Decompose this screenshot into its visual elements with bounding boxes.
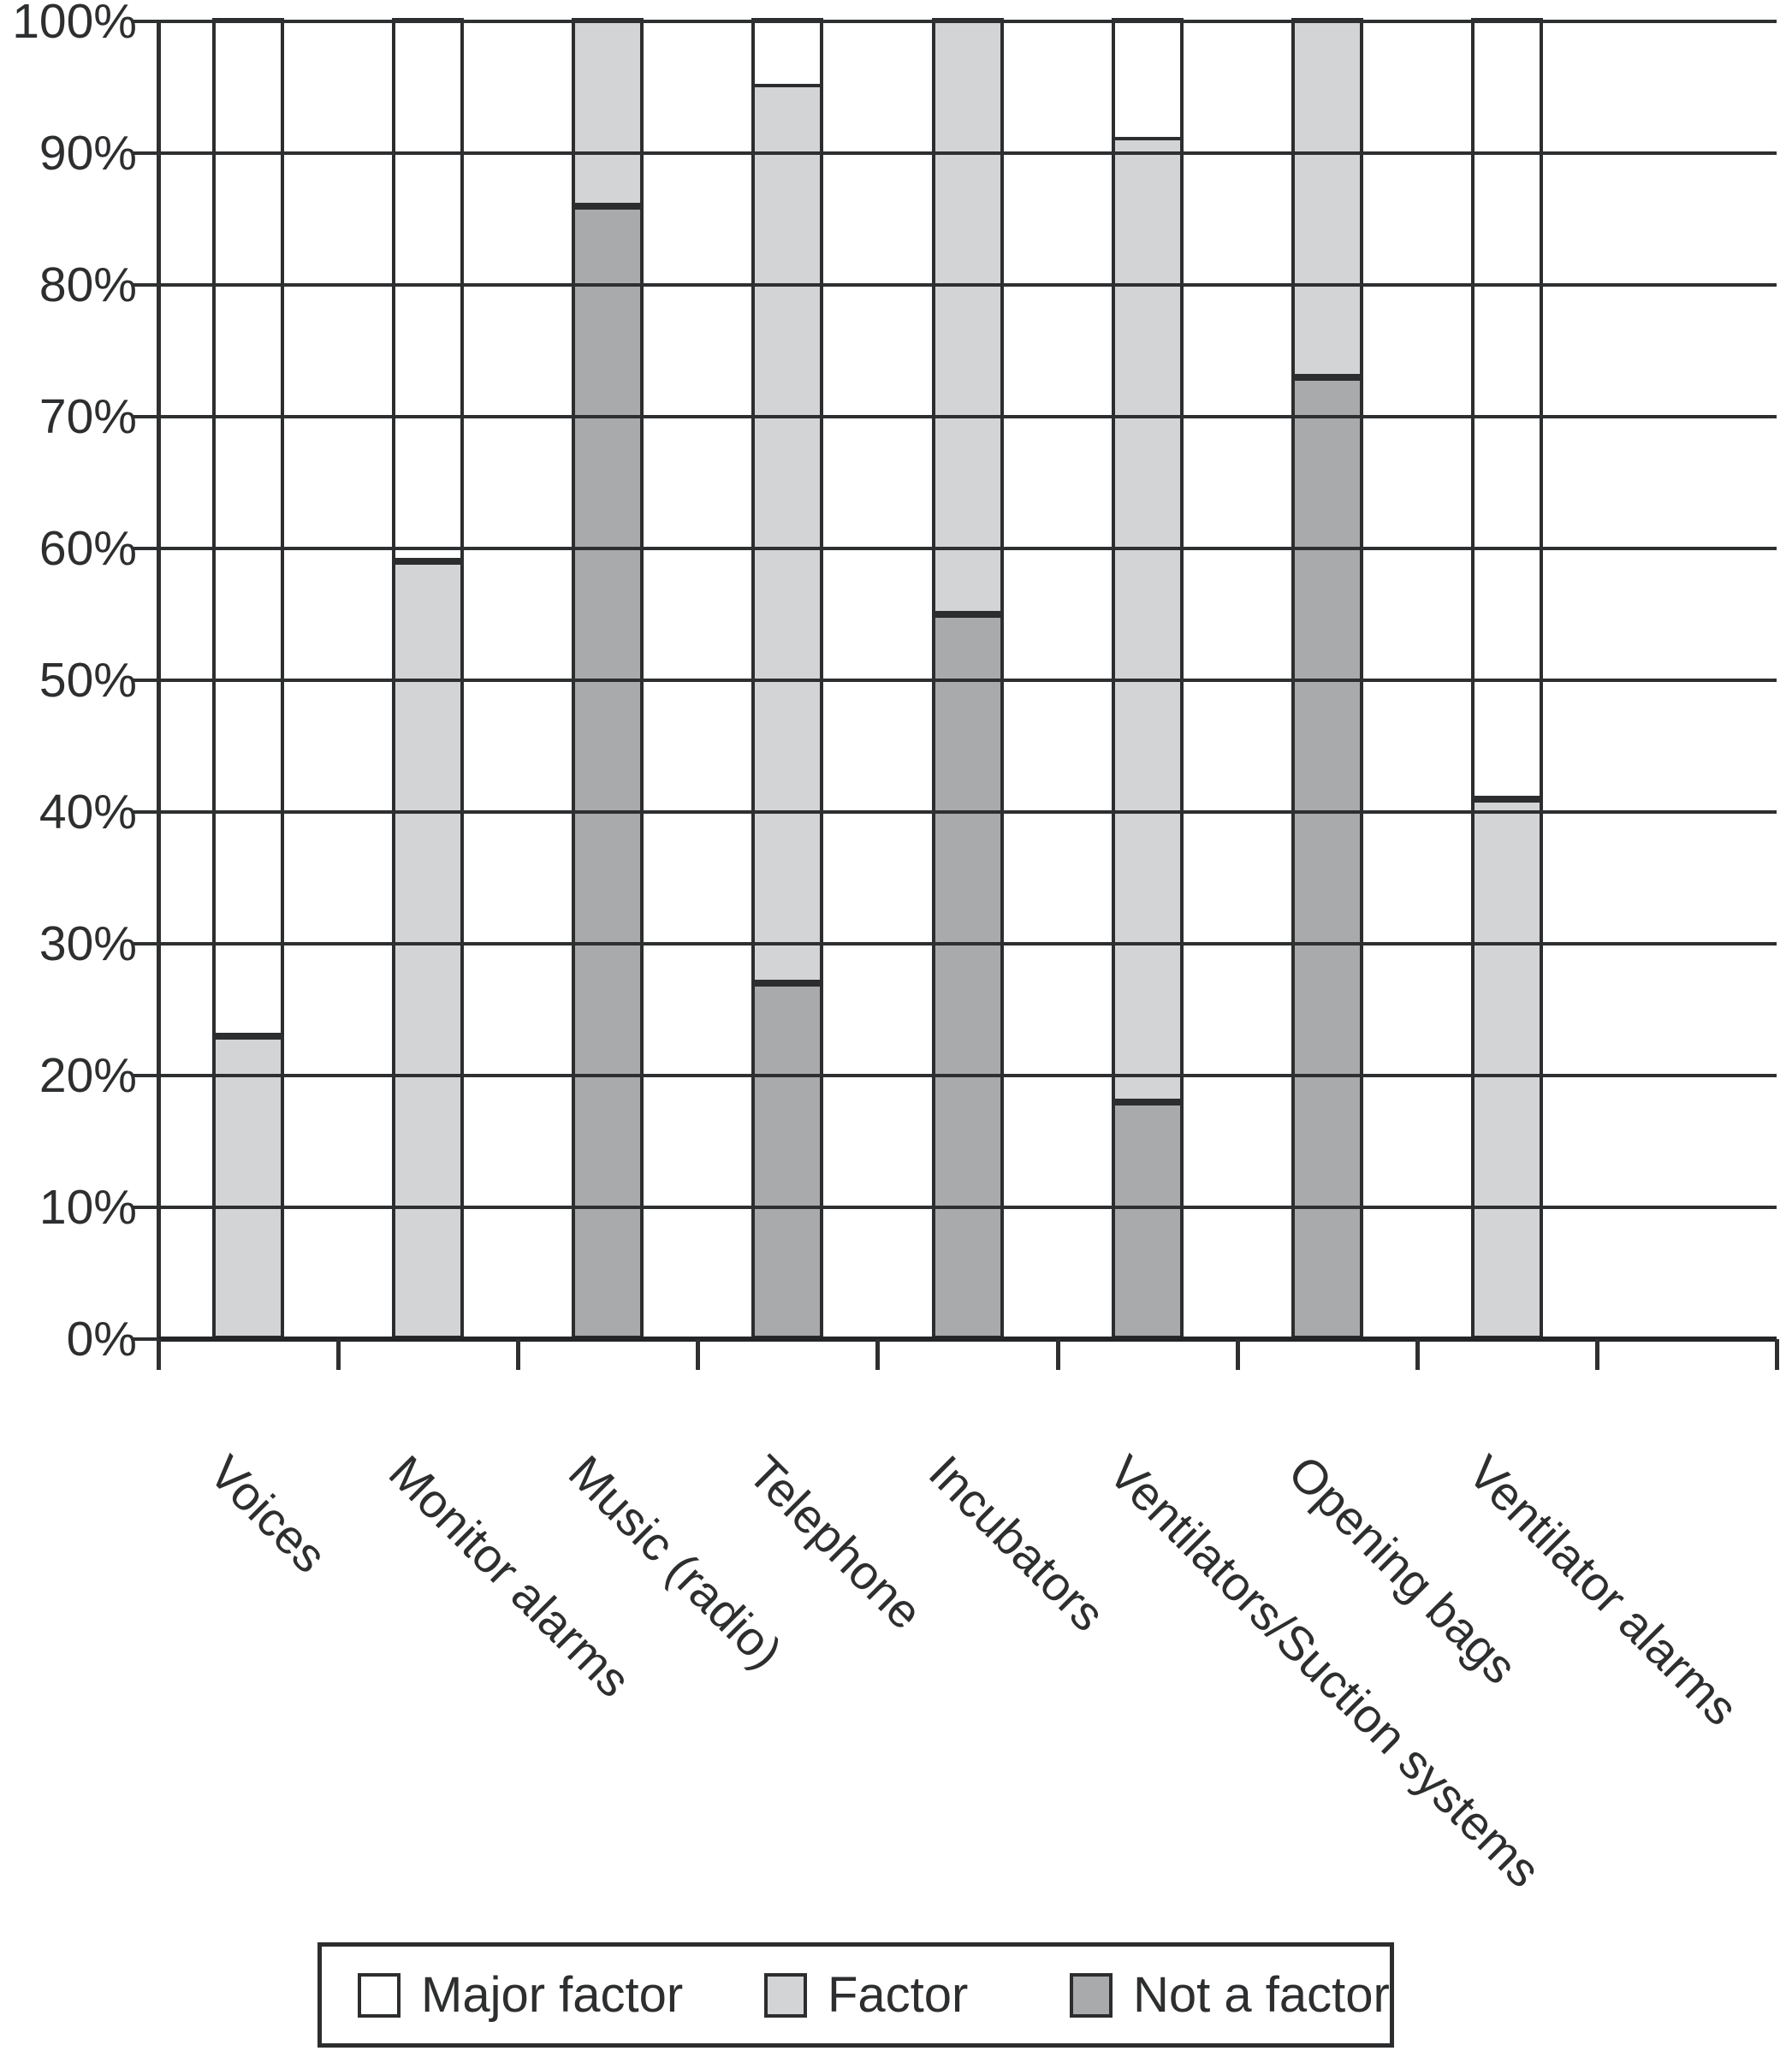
x-axis-tick [516, 1339, 521, 1370]
y-axis-label: 20% [39, 1048, 137, 1103]
x-axis-line [158, 1337, 1777, 1342]
x-axis-tick [1235, 1339, 1240, 1370]
legend-label-major-factor: Major factor [421, 1967, 684, 2023]
y-axis-tick-30% [133, 942, 158, 945]
legend-swatch-major-factor [358, 1972, 401, 2018]
gridline-30% [158, 942, 1777, 945]
bar-segment-major-factor[interactable] [1470, 18, 1543, 799]
gridline-60% [158, 547, 1777, 550]
gridline-10% [158, 1206, 1777, 1209]
y-axis-tick-60% [133, 547, 158, 550]
y-axis-tick-40% [133, 810, 158, 814]
bar-music-radio-[interactable] [572, 18, 644, 1339]
bar-segment-factor[interactable] [1291, 18, 1363, 377]
x-axis-tick [1775, 1339, 1779, 1370]
x-axis-tick [336, 1339, 341, 1370]
y-axis-label: 40% [39, 785, 137, 839]
bar-segment-not-a-factor[interactable] [931, 614, 1004, 1339]
x-axis-tick [1055, 1339, 1060, 1370]
legend-label-not-a-factor: Not a factor [1133, 1967, 1390, 2023]
y-axis-tick-80% [133, 283, 158, 287]
bar-ventilators-suction-systems[interactable] [1111, 18, 1184, 1339]
x-axis-label-telephone: Telephone [739, 1444, 934, 1640]
gridline-40% [158, 810, 1777, 814]
x-axis-label-voices: Voices [199, 1444, 338, 1583]
y-axis-tick-100% [133, 20, 158, 23]
bar-segment-factor[interactable] [572, 18, 644, 206]
bar-segment-major-factor[interactable] [392, 18, 465, 562]
bar-incubators[interactable] [931, 18, 1004, 1339]
bar-voices[interactable] [212, 18, 285, 1339]
legend-item-not-a-factor: Not a factor [1070, 1947, 1390, 2043]
bar-segment-factor[interactable] [1470, 798, 1543, 1339]
bar-segment-not-a-factor[interactable] [1111, 1101, 1184, 1339]
legend-label-factor: Factor [828, 1967, 969, 2023]
legend: Major factor Factor Not a factor [317, 1942, 1394, 2048]
x-axis-label-incubators: Incubators [918, 1444, 1115, 1642]
bar-segment-major-factor[interactable] [1111, 18, 1184, 140]
y-axis-label: 60% [39, 521, 137, 576]
bar-segment-factor[interactable] [212, 1035, 285, 1339]
bar-segment-not-a-factor[interactable] [572, 205, 644, 1339]
y-axis-label: 10% [39, 1180, 137, 1235]
y-axis-line [157, 21, 161, 1339]
bar-segment-not-a-factor[interactable] [751, 983, 824, 1339]
x-axis-tick [157, 1339, 161, 1370]
bar-segment-major-factor[interactable] [751, 18, 824, 87]
y-axis-label: 50% [39, 653, 137, 708]
legend-swatch-not-a-factor [1070, 1972, 1113, 2018]
x-axis-tick [1594, 1339, 1599, 1370]
x-axis-tick [875, 1339, 881, 1370]
legend-item-major-factor: Major factor [358, 1947, 683, 2043]
y-axis-tick-20% [133, 1074, 158, 1077]
y-axis-label: 30% [39, 916, 137, 971]
bar-opening-bags[interactable] [1291, 18, 1363, 1339]
bar-segment-factor[interactable] [1111, 136, 1184, 1102]
y-axis-tick-50% [133, 679, 158, 682]
y-axis-tick-0% [133, 1337, 158, 1341]
gridline-90% [158, 151, 1777, 155]
y-axis-label: 80% [39, 258, 137, 312]
y-axis-tick-70% [133, 415, 158, 418]
x-axis-label-ventilator-alarms: Ventilator alarms [1457, 1444, 1749, 1736]
legend-swatch-factor [764, 1972, 807, 2018]
x-axis-tick [696, 1339, 701, 1370]
y-axis-label: 100% [12, 0, 137, 49]
bar-segment-factor[interactable] [751, 84, 824, 984]
x-axis-tick [1415, 1339, 1420, 1370]
bar-segment-major-factor[interactable] [212, 18, 285, 1036]
gridline-50% [158, 679, 1777, 682]
y-axis-label: 0% [66, 1312, 137, 1366]
gridline-100% [158, 20, 1777, 23]
bar-ventilator-alarms[interactable] [1470, 18, 1543, 1339]
gridline-80% [158, 283, 1777, 287]
gridline-70% [158, 415, 1777, 418]
bar-segment-not-a-factor[interactable] [1291, 376, 1363, 1339]
y-axis-label: 90% [39, 126, 137, 181]
gridline-20% [158, 1074, 1777, 1077]
y-axis-tick-10% [133, 1206, 158, 1209]
y-axis-label: 70% [39, 389, 137, 444]
legend-item-factor: Factor [764, 1947, 968, 2043]
bar-segment-factor[interactable] [931, 18, 1004, 614]
y-axis-tick-90% [133, 151, 158, 155]
